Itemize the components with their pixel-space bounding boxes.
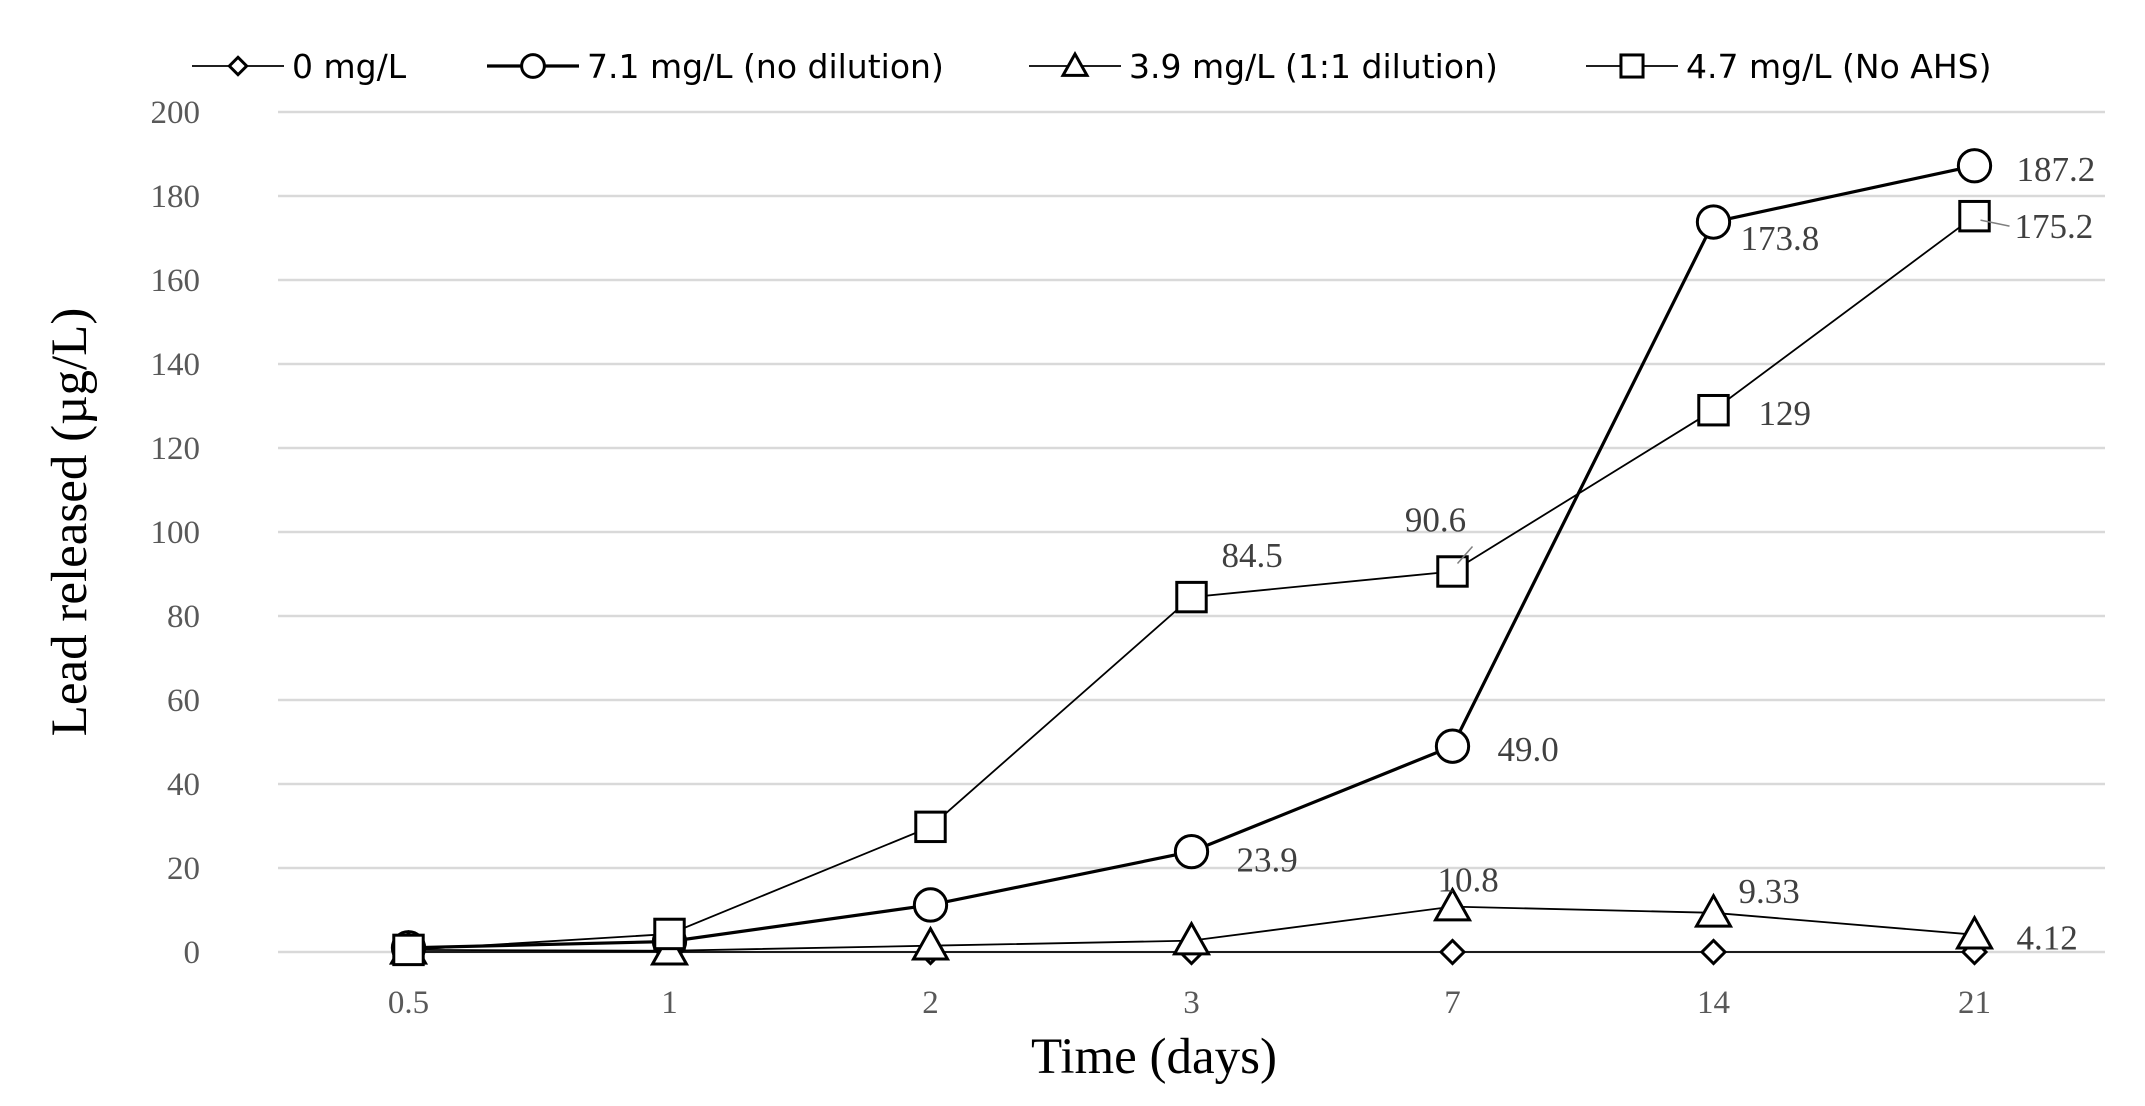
x-axis-ticks: 0.5 1 2 3 7 14 21 [388, 985, 1991, 1021]
data-point-triangle [1432, 886, 1473, 922]
legend-item: 0 mg/L [192, 47, 407, 86]
x-tick-label: 7 [1444, 985, 1461, 1021]
legend-marker-square [1619, 53, 1645, 79]
x-tick-label: 14 [1697, 985, 1730, 1021]
data-label: 175.2 [2015, 207, 2094, 246]
y-tick-label: 20 [167, 851, 200, 887]
data-label: 9.33 [1739, 872, 1800, 911]
label-leader-line [1456, 545, 1474, 564]
y-tick-label: 40 [167, 767, 200, 803]
y-tick-label: 180 [151, 179, 201, 215]
legend-marker-diamond [227, 55, 249, 77]
legend-label: 4.7 mg/L (No AHS) [1686, 47, 1992, 86]
data-label: 187.2 [2017, 150, 2096, 189]
data-point-triangle [1171, 920, 1212, 956]
y-tick-label: 80 [167, 599, 200, 635]
y-tick-label: 200 [151, 95, 201, 131]
data-point-circle [1956, 148, 1993, 184]
data-point-triangle [1693, 892, 1734, 928]
series-line [408, 164, 1975, 950]
x-axis-title: Time (days) [1031, 1029, 1277, 1085]
data-point-circle [1173, 833, 1210, 870]
legend-item: 7.1 mg/L (no dilution) [487, 47, 944, 86]
data-point-diamond [1699, 938, 1728, 966]
data-point-circle [912, 887, 949, 923]
gridlines [278, 110, 2105, 954]
x-tick-label: 3 [1183, 985, 1200, 1021]
legend-item: 4.7 mg/L (No AHS) [1586, 47, 1992, 86]
series-circle [390, 148, 1993, 966]
legend-label: 0 mg/L [292, 47, 407, 86]
legend: 0 mg/L 7.1 mg/L (no dilution) 3.9 mg/L (1:… [192, 47, 1992, 86]
legend-marker-circle [520, 53, 546, 79]
data-label: 90.6 [1405, 500, 1466, 539]
data-label: 49.0 [1498, 730, 1559, 769]
series-lines [388, 148, 1995, 967]
data-point-diamond [1438, 938, 1467, 966]
data-label: 23.9 [1237, 841, 1298, 880]
x-tick-label: 21 [1958, 985, 1991, 1021]
data-point-circle [1434, 728, 1471, 764]
y-tick-label: 100 [151, 515, 201, 551]
y-tick-label: 140 [151, 347, 201, 383]
data-label: 173.8 [1741, 219, 1820, 258]
x-tick-label: 1 [661, 985, 678, 1021]
y-axis-title: Lead released (µg/L) [42, 308, 98, 737]
data-point-circle [1695, 204, 1732, 240]
label-leader-line [1980, 219, 2010, 227]
legend-label: 3.9 mg/L (1:1 dilution) [1129, 47, 1498, 86]
data-point-square [1436, 555, 1469, 588]
x-tick-label: 2 [922, 985, 939, 1021]
legend-marker-triangle [1060, 50, 1090, 77]
y-tick-label: 60 [167, 683, 200, 719]
legend-item: 3.9 mg/L (1:1 dilution) [1029, 47, 1498, 86]
data-point-square [914, 810, 947, 844]
data-label: 4.12 [2017, 919, 2078, 958]
data-point-square [1697, 393, 1730, 427]
y-tick-label: 160 [151, 263, 201, 299]
legend-label: 7.1 mg/L (no dilution) [587, 47, 944, 86]
data-labels: 23.9 49.0 173.8 187.2 10.8 9.33 4.12 84.5 90.6 12… [1222, 150, 2096, 958]
data-label: 10.8 [1438, 861, 1499, 900]
data-point-square [653, 917, 686, 951]
data-point-square [1958, 199, 1991, 233]
y-axis-ticks: 0 20 40 60 80 100 120 140 160 180 200 [151, 95, 201, 971]
data-point-triangle [1954, 914, 1995, 950]
data-point-triangle [910, 925, 951, 961]
data-label: 84.5 [1222, 536, 1283, 575]
y-tick-label: 0 [184, 935, 201, 971]
data-point-square [392, 933, 425, 967]
y-tick-label: 120 [151, 431, 201, 467]
series-square [392, 199, 1991, 967]
data-point-square [1175, 580, 1208, 614]
x-tick-label: 0.5 [388, 985, 429, 1021]
data-label: 129 [1759, 394, 1812, 433]
